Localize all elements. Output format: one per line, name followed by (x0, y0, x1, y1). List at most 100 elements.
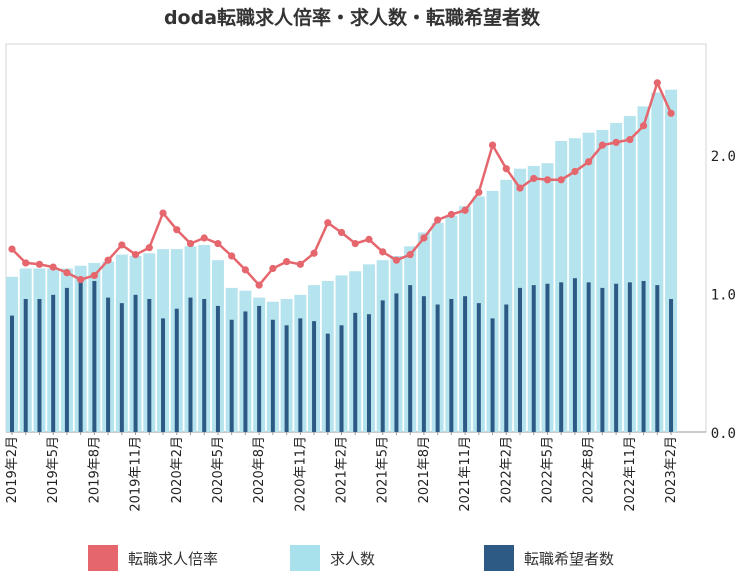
legend-label: 求人数 (330, 550, 375, 568)
ratio-point (77, 275, 85, 284)
job-seekers-bar (37, 298, 42, 432)
x-axis: 2019年2月 2019年5月 2019年8月 2019年11月 2020年2月 2020… (5, 432, 679, 512)
job-seekers-bar (600, 287, 605, 432)
job-seekers-bar (257, 305, 262, 432)
ratio-point (598, 141, 606, 149)
chart-title: doda転職求人倍率・求人数・転職希望者数 (164, 6, 541, 29)
job-seekers-bar (490, 318, 495, 432)
ratio-point (269, 264, 277, 273)
x-tick-label: 2022年8月 (582, 436, 597, 503)
y-axis: 0.0 1.0 2.0 (711, 149, 736, 442)
job-seekers-bar (270, 319, 275, 432)
x-tick-label: 2020年5月 (211, 436, 226, 503)
legend-item: 求人数 (290, 545, 375, 571)
job-seekers-bar (312, 321, 317, 432)
ratio-point (639, 122, 648, 130)
job-openings-bar (582, 132, 595, 432)
job-seekers-bar (23, 298, 28, 432)
ratio-point (475, 188, 483, 196)
job-seekers-bar (641, 280, 646, 432)
ratio-point (131, 251, 140, 259)
ratio-point (488, 141, 497, 149)
ratio-line (8, 79, 675, 289)
ratio-point (543, 176, 552, 184)
job-seekers-bar (353, 312, 358, 432)
job-seekers-bar (586, 282, 591, 432)
job-seekers-bar (119, 303, 124, 432)
job-seekers-bar (408, 285, 413, 432)
ratio-point (324, 219, 332, 227)
job-seekers-bar (161, 318, 166, 432)
legend-swatch (88, 545, 118, 571)
legend-label: 転職希望者数 (524, 550, 614, 568)
y-tick-label: 0.0 (711, 426, 736, 442)
ratio-point (447, 210, 455, 219)
ratio-point (557, 176, 565, 184)
ratio-point (104, 256, 112, 264)
x-tick-label: 2021年11月 (458, 436, 473, 512)
job-seekers-bar (366, 314, 371, 432)
job-seekers-bar (284, 325, 289, 432)
ratio-point (118, 241, 126, 249)
ratio-point (8, 245, 16, 253)
legend-swatch (484, 545, 514, 571)
x-tick-label: 2020年2月 (170, 436, 185, 503)
y-tick-label: 2.0 (711, 149, 736, 165)
x-tick-label: 2022年11月 (623, 436, 638, 512)
job-seekers-bar (64, 287, 69, 432)
ratio-point (612, 138, 620, 146)
ratio-point (22, 259, 30, 267)
ratio-point (626, 136, 634, 144)
x-tick-label: 2021年2月 (335, 436, 350, 503)
ratio-point (337, 228, 346, 237)
job-seekers-bar (627, 282, 632, 432)
job-seekers-bar (174, 308, 179, 432)
job-seekers-bar (215, 305, 220, 432)
job-openings-bar (637, 106, 650, 432)
ratio-point (365, 235, 373, 243)
job-openings-bar (623, 116, 636, 433)
ratio-point (351, 239, 359, 248)
job-seekers-bar (669, 298, 674, 432)
ratio-point (173, 226, 181, 234)
ratio-point (434, 216, 442, 224)
y-tick-label: 1.0 (711, 287, 736, 303)
ratio-point (379, 248, 387, 256)
x-tick-label: 2023年2月 (664, 436, 679, 503)
ratio-point (283, 257, 291, 266)
job-seekers-bar (531, 285, 536, 432)
job-seekers-bar (229, 319, 234, 432)
x-tick-label: 2021年8月 (417, 436, 432, 503)
job-seekers-bar (78, 278, 83, 432)
job-seekers-bar (572, 278, 577, 432)
job-seekers-bar (614, 283, 619, 432)
ratio-point (159, 209, 167, 217)
job-seekers-bar (655, 285, 660, 432)
job-seekers-bar (339, 325, 344, 432)
job-openings-bar (596, 129, 609, 432)
ratio-point (461, 206, 469, 214)
legend-item: 転職希望者数 (484, 545, 614, 571)
ratio-point (241, 266, 250, 274)
job-seekers-bar (51, 294, 56, 432)
job-seekers-bar (476, 303, 481, 432)
legend: 転職求人倍率 求人数 転職希望者数 (88, 545, 614, 571)
job-seekers-bar (545, 283, 550, 432)
ratio-point (530, 174, 538, 183)
ratio-point (585, 158, 593, 166)
job-seekers-bar (133, 294, 138, 432)
job-seekers-bar (435, 304, 440, 432)
x-tick-label: 2022年2月 (499, 436, 514, 503)
job-openings-bar (665, 89, 678, 432)
job-seekers-bar (394, 293, 399, 432)
job-seekers-bar (202, 298, 207, 432)
bars (6, 89, 678, 433)
job-seekers-bar (380, 300, 385, 432)
ratio-point (200, 234, 208, 242)
ratio-point (35, 260, 44, 268)
job-seekers-bar (463, 296, 468, 432)
x-tick-label: 2019年8月 (87, 436, 102, 503)
x-tick-label: 2022年5月 (540, 436, 555, 503)
x-tick-label: 2019年11月 (129, 436, 144, 512)
